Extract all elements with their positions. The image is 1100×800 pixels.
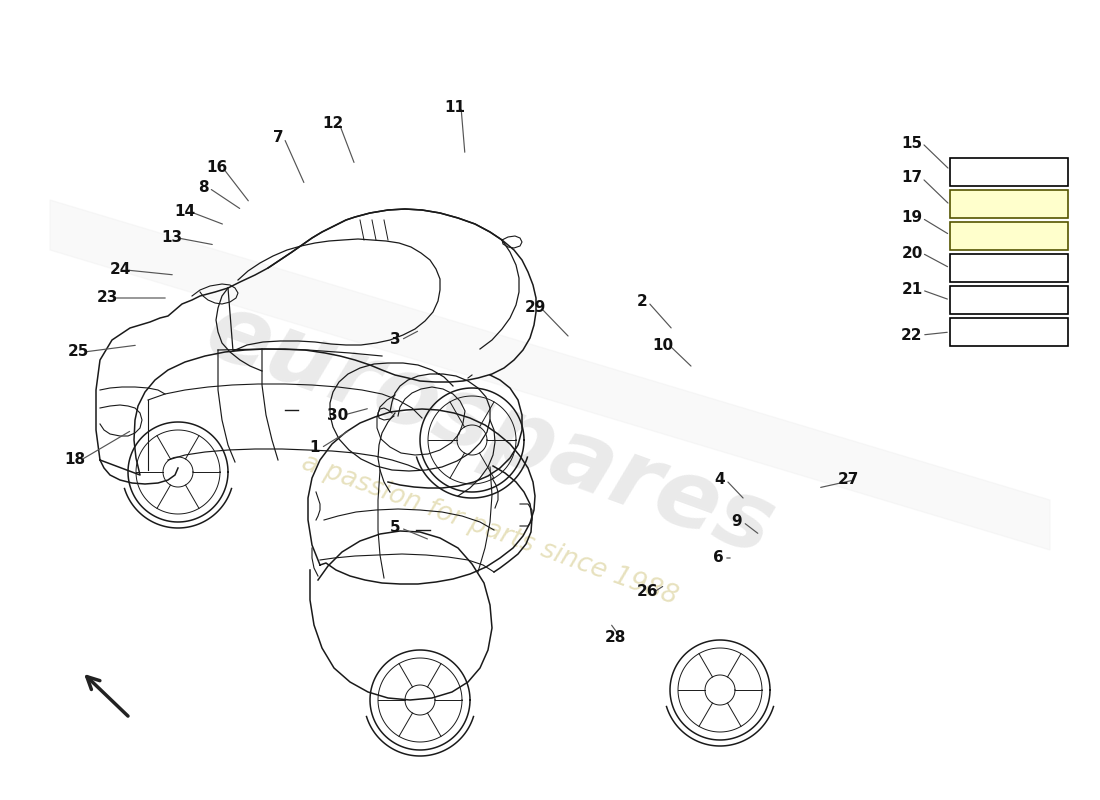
- Text: 19: 19: [901, 210, 923, 226]
- Text: 7: 7: [273, 130, 284, 146]
- Text: 26: 26: [637, 585, 659, 599]
- Text: 30: 30: [328, 407, 349, 422]
- Text: 23: 23: [97, 290, 118, 306]
- Text: 29: 29: [525, 301, 546, 315]
- Text: 20: 20: [901, 246, 923, 261]
- Bar: [950, 190, 1068, 218]
- Bar: [950, 286, 1068, 314]
- Text: 4: 4: [715, 473, 725, 487]
- Text: 21: 21: [901, 282, 923, 298]
- Text: 22: 22: [901, 327, 923, 342]
- Text: 28: 28: [604, 630, 626, 646]
- Text: 11: 11: [444, 99, 465, 114]
- Text: 3: 3: [389, 333, 400, 347]
- Bar: [950, 222, 1068, 250]
- Text: 5: 5: [389, 521, 400, 535]
- Text: 1: 1: [310, 441, 320, 455]
- Bar: [950, 158, 1068, 186]
- Text: 24: 24: [109, 262, 131, 278]
- Polygon shape: [50, 200, 1050, 550]
- Bar: [950, 254, 1068, 282]
- Text: 10: 10: [652, 338, 673, 353]
- Text: 8: 8: [198, 181, 208, 195]
- Text: 27: 27: [837, 473, 859, 487]
- Text: 9: 9: [732, 514, 742, 530]
- Text: 2: 2: [637, 294, 648, 310]
- Text: 17: 17: [901, 170, 923, 186]
- Text: 14: 14: [175, 205, 196, 219]
- Text: 15: 15: [901, 135, 923, 150]
- Text: 25: 25: [67, 345, 89, 359]
- Text: a passion for parts since 1988: a passion for parts since 1988: [298, 450, 682, 610]
- Text: 13: 13: [162, 230, 183, 246]
- Text: 6: 6: [713, 550, 724, 566]
- Text: 16: 16: [207, 161, 228, 175]
- Text: eurospares: eurospares: [194, 285, 786, 575]
- Text: 18: 18: [65, 453, 86, 467]
- Bar: [950, 318, 1068, 346]
- Text: 12: 12: [322, 115, 343, 130]
